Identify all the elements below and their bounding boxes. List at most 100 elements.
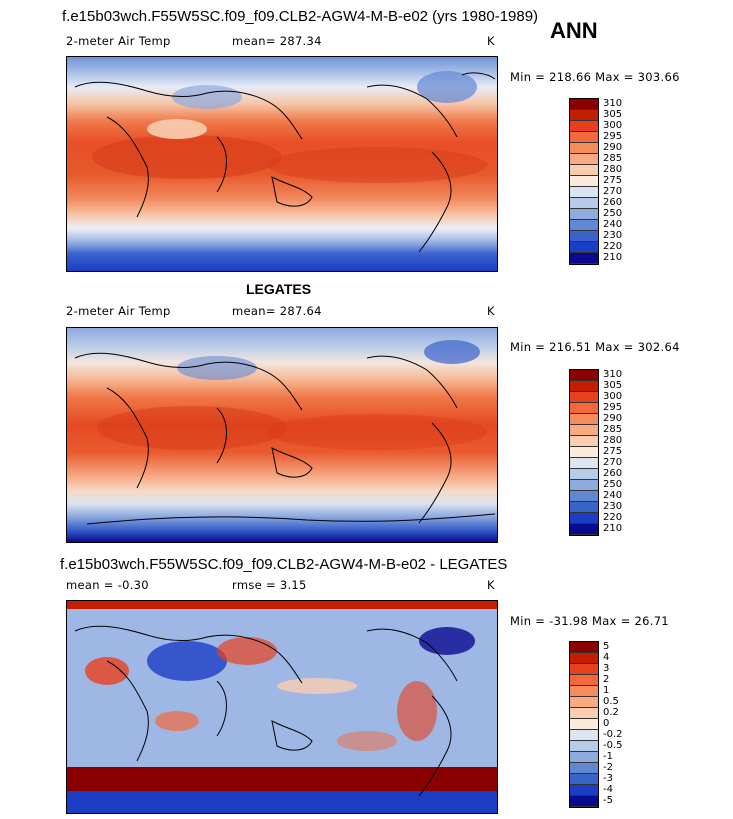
panel2-mean: mean= 287.64 [232,304,322,318]
colorbar-swatch [570,110,598,121]
colorbar-swatch [570,176,598,187]
panel2-variable: 2-meter Air Temp [66,304,171,318]
colorbar-swatch [570,480,598,491]
colorbar-swatch [570,708,598,719]
colorbar-swatch [570,99,598,110]
colorbar-label: -0.5 [603,740,623,751]
colorbar-label: 240 [603,490,623,501]
colorbar-swatch [570,198,598,209]
colorbar-swatch [570,121,598,132]
panel3-rmse: rmse = 3.15 [232,578,307,592]
colorbar-swatch [570,524,598,535]
colorbar-swatch [570,491,598,502]
colorbar-swatch [570,143,598,154]
colorbar-label: 3 [603,663,610,674]
colorbar-label: 5 [603,641,610,652]
panel1-minmax: Min = 218.66 Max = 303.66 [510,70,680,84]
colorbar-swatch [570,653,598,664]
colorbar-label: 250 [603,208,623,219]
panel2-units: K [487,304,495,318]
panel3-colorbar-swatches [569,641,599,808]
colorbar-swatch [570,763,598,774]
colorbar-label: 260 [603,197,623,208]
colorbar-swatch [570,730,598,741]
colorbar-label: 285 [603,424,623,435]
panel2-heading: LEGATES [246,281,312,297]
colorbar-swatch [570,154,598,165]
colorbar-label: 250 [603,479,623,490]
colorbar-swatch [570,513,598,524]
colorbar-swatch [570,796,598,807]
panel2-map [66,327,498,543]
colorbar-swatch [570,165,598,176]
colorbar-label: 300 [603,391,623,402]
colorbar-swatch [570,403,598,414]
colorbar-swatch [570,642,598,653]
panel3-units: K [487,578,495,592]
colorbar-label: 305 [603,109,623,120]
colorbar-swatch [570,187,598,198]
colorbar-label: 275 [603,446,623,457]
colorbar-swatch [570,242,598,253]
colorbar-label: 290 [603,413,623,424]
panel3-minmax: Min = -31.98 Max = 26.71 [510,614,669,628]
colorbar-swatch [570,774,598,785]
panel1-mean: mean= 287.34 [232,34,322,48]
colorbar-label: 270 [603,186,623,197]
colorbar-swatch [570,741,598,752]
colorbar-label: 2 [603,674,610,685]
colorbar-label: -5 [603,795,613,806]
colorbar-label: 220 [603,241,623,252]
panel2-minmax: Min = 216.51 Max = 302.64 [510,340,680,354]
panel3-heading: f.e15b03wch.F55W5SC.f09_f09.CLB2-AGW4-M-… [60,556,508,573]
colorbar-label: 220 [603,512,623,523]
panel2-colorbar-swatches [569,369,599,536]
colorbar-label: 280 [603,164,623,175]
colorbar-swatch [570,664,598,675]
panel1-units: K [487,34,495,48]
panel3-map [66,600,498,814]
colorbar-swatch [570,220,598,231]
colorbar-swatch [570,253,598,264]
colorbar-label: 305 [603,380,623,391]
colorbar-swatch [570,370,598,381]
season-label: ANN [550,18,598,43]
colorbar-label: 230 [603,501,623,512]
colorbar-label: 310 [603,369,623,380]
colorbar-label: 0 [603,718,610,729]
colorbar-swatch [570,209,598,220]
colorbar-swatch [570,675,598,686]
panel1-colorbar-swatches [569,98,599,265]
colorbar-label: 300 [603,120,623,131]
panel1-map [66,56,498,272]
colorbar-label: 260 [603,468,623,479]
colorbar-label: 310 [603,98,623,109]
colorbar-swatch [570,392,598,403]
colorbar-label: 0.2 [603,707,619,718]
colorbar-swatch [570,132,598,143]
colorbar-label: -2 [603,762,613,773]
colorbar-label: 210 [603,252,623,263]
colorbar-swatch [570,752,598,763]
colorbar-label: 295 [603,131,623,142]
colorbar-label: 275 [603,175,623,186]
colorbar-swatch [570,414,598,425]
case-title: f.e15b03wch.F55W5SC.f09_f09.CLB2-AGW4-M-… [62,8,539,25]
colorbar-swatch [570,502,598,513]
colorbar-label: 295 [603,402,623,413]
colorbar-swatch [570,231,598,242]
colorbar-swatch [570,697,598,708]
colorbar-label: 1 [603,685,610,696]
colorbar-label: -4 [603,784,613,795]
colorbar-label: -0.2 [603,729,623,740]
colorbar-label: 4 [603,652,610,663]
colorbar-swatch [570,719,598,730]
colorbar-swatch [570,425,598,436]
colorbar-swatch [570,381,598,392]
colorbar-swatch [570,458,598,469]
colorbar-swatch [570,469,598,480]
colorbar-label: 290 [603,142,623,153]
colorbar-label: 240 [603,219,623,230]
colorbar-label: 0.5 [603,696,619,707]
